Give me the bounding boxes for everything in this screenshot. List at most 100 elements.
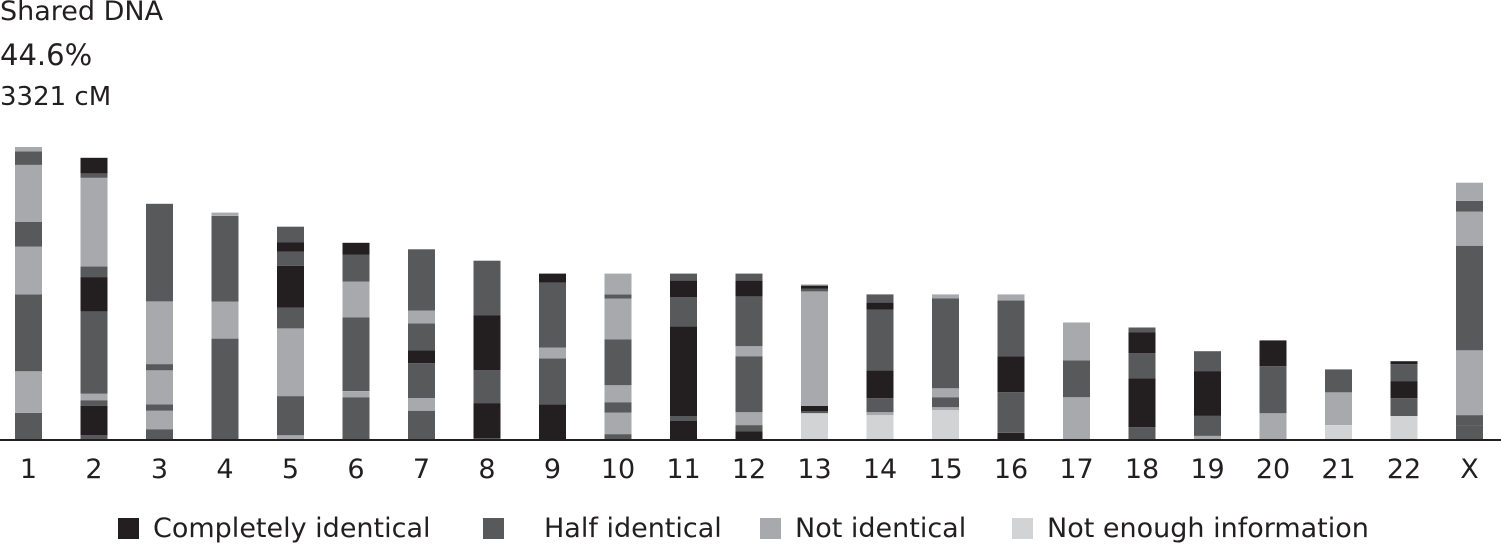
segment-half-identical bbox=[80, 266, 108, 277]
segment-completely-identical bbox=[1259, 340, 1287, 367]
segment-half-identical bbox=[408, 323, 435, 351]
segment-not-identical bbox=[604, 385, 632, 403]
bar-chromosome-X bbox=[1456, 182, 1483, 440]
segment-half-identical bbox=[866, 309, 894, 371]
tick-label-chromosome-8: 8 bbox=[478, 454, 495, 485]
segment-not-identical bbox=[604, 298, 632, 340]
segment-not-identical bbox=[15, 371, 42, 413]
segment-not-enough-information bbox=[866, 415, 894, 440]
segment-completely-identical bbox=[277, 265, 304, 308]
segment-not-identical bbox=[604, 273, 632, 295]
segment-not-enough-information bbox=[932, 410, 959, 440]
bar-chromosome-11 bbox=[670, 273, 697, 440]
segment-not-identical bbox=[146, 301, 173, 365]
segment-completely-identical bbox=[80, 157, 108, 174]
legend-swatch-not-enough-information bbox=[1012, 518, 1033, 539]
segment-completely-identical bbox=[866, 370, 894, 399]
segment-half-identical bbox=[539, 282, 566, 348]
segment-half-identical bbox=[735, 296, 763, 347]
segment-not-identical bbox=[932, 388, 959, 398]
legend-label-not-identical: Not identical bbox=[795, 513, 967, 544]
legend-label-not-enough-information: Not enough information bbox=[1047, 513, 1369, 544]
segment-completely-identical bbox=[735, 280, 763, 297]
tick-label-chromosome-19: 19 bbox=[1190, 454, 1224, 485]
segment-half-identical bbox=[408, 410, 435, 440]
segment-half-identical bbox=[473, 370, 501, 404]
segment-half-identical bbox=[670, 416, 697, 421]
bar-chromosome-21 bbox=[1325, 369, 1352, 440]
segment-half-identical bbox=[277, 396, 304, 436]
segment-half-identical bbox=[735, 273, 763, 281]
bar-chromosome-13 bbox=[801, 284, 828, 440]
segment-half-identical bbox=[932, 298, 959, 389]
tick-label-chromosome-9: 9 bbox=[544, 454, 561, 485]
segment-half-identical bbox=[211, 215, 239, 302]
segment-completely-identical bbox=[539, 273, 566, 283]
segment-half-identical bbox=[80, 435, 108, 440]
segment-half-identical bbox=[15, 222, 42, 247]
segment-half-identical bbox=[408, 363, 435, 399]
tick-label-chromosome-7: 7 bbox=[413, 454, 430, 485]
segment-not-identical bbox=[408, 310, 435, 324]
segment-half-identical bbox=[1456, 415, 1483, 426]
segment-not-identical bbox=[277, 435, 304, 440]
segment-half-identical bbox=[277, 307, 304, 329]
segment-not-identical bbox=[932, 294, 959, 299]
tick-label-chromosome-14: 14 bbox=[863, 454, 897, 485]
legend-swatch-not-identical bbox=[760, 518, 781, 539]
segment-half-identical bbox=[1390, 364, 1418, 382]
segment-not-enough-information bbox=[1390, 416, 1418, 440]
bar-chromosome-15 bbox=[932, 294, 959, 440]
segment-completely-identical bbox=[1390, 381, 1418, 399]
bar-chromosome-10 bbox=[604, 273, 632, 440]
bar-chromosome-20 bbox=[1259, 340, 1287, 440]
segment-not-identical bbox=[1194, 435, 1221, 440]
segment-half-identical bbox=[735, 425, 763, 432]
segment-completely-identical bbox=[997, 433, 1025, 440]
segment-half-identical bbox=[342, 317, 370, 391]
segment-completely-identical bbox=[735, 431, 763, 440]
segment-not-identical bbox=[80, 177, 108, 267]
segment-half-identical bbox=[801, 288, 828, 292]
tick-label-chromosome-10: 10 bbox=[601, 454, 635, 485]
bar-chromosome-22 bbox=[1390, 361, 1418, 440]
segment-half-identical bbox=[473, 260, 501, 316]
bar-chromosome-2 bbox=[80, 157, 108, 440]
tick-label-chromosome-20: 20 bbox=[1256, 454, 1290, 485]
segment-not-identical bbox=[932, 407, 959, 411]
bar-chromosome-14 bbox=[866, 294, 894, 440]
segment-half-identical bbox=[15, 412, 42, 440]
tick-label-chromosome-11: 11 bbox=[666, 454, 700, 485]
shared-dna-cm: 3321 cM bbox=[0, 82, 112, 112]
segment-half-identical bbox=[473, 437, 501, 440]
segment-half-identical bbox=[15, 151, 42, 165]
legend-label-half-identical: Half identical bbox=[544, 513, 722, 544]
segment-half-identical bbox=[1128, 427, 1156, 440]
x-axis-tick-labels: 1 2 3 4 5 6 7 8 9 10 11 12 13 14 15 16 17 18 19 20 21 22 X bbox=[20, 454, 1479, 485]
segment-not-identical bbox=[997, 294, 1025, 301]
segment-half-identical bbox=[146, 404, 173, 411]
segment-half-identical bbox=[997, 300, 1025, 357]
segment-completely-identical bbox=[866, 302, 894, 310]
segment-half-identical bbox=[604, 434, 632, 440]
segment-not-identical bbox=[1456, 211, 1483, 246]
legend-item-not-identical: Not identical bbox=[760, 513, 966, 544]
segment-not-identical bbox=[1063, 322, 1090, 361]
segment-half-identical bbox=[1194, 416, 1221, 436]
segment-not-enough-information bbox=[801, 413, 828, 440]
segment-half-identical bbox=[80, 311, 108, 394]
segment-half-identical bbox=[1128, 353, 1156, 379]
segment-completely-identical bbox=[277, 242, 304, 252]
bar-chromosome-7 bbox=[408, 249, 435, 440]
segment-half-identical bbox=[408, 249, 435, 311]
segment-not-enough-information bbox=[1325, 425, 1352, 440]
tick-label-chromosome-13: 13 bbox=[797, 454, 831, 485]
shared-dna-percent: 44.6% bbox=[0, 38, 93, 72]
segment-half-identical bbox=[80, 173, 108, 178]
segment-half-identical bbox=[1194, 351, 1221, 372]
segment-not-identical bbox=[15, 147, 42, 152]
segment-not-identical bbox=[801, 284, 828, 286]
shared-dna-label: Shared DNA bbox=[0, 0, 164, 27]
tick-label-chromosome-4: 4 bbox=[216, 454, 233, 485]
bar-chromosome-16 bbox=[997, 294, 1025, 440]
